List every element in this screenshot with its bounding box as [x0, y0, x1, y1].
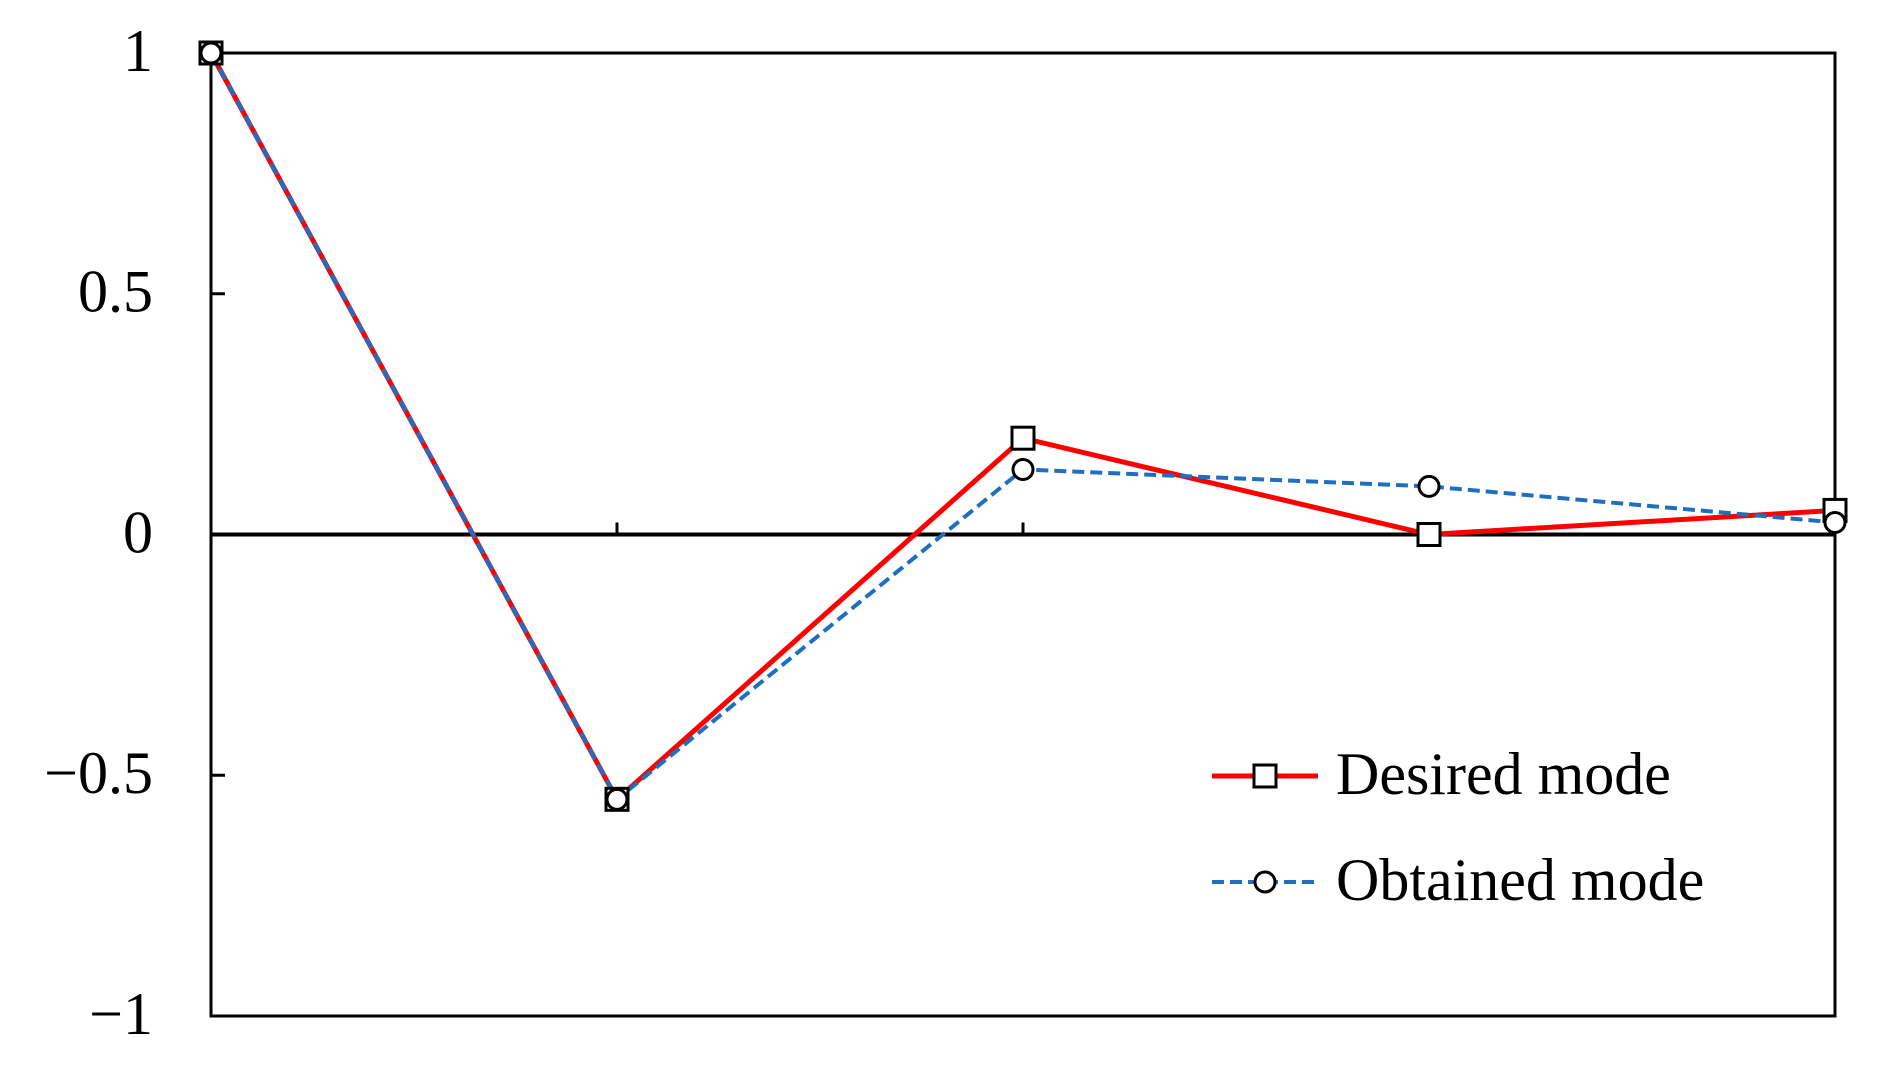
data-point [1416, 522, 1442, 547]
legend-label: Obtained mode [1336, 847, 1704, 913]
legend-marker [1253, 870, 1277, 894]
data-point [1823, 510, 1847, 534]
data-point [1011, 457, 1035, 481]
y-tick-label: 0 [123, 499, 153, 565]
y-tick-label: −0.5 [44, 740, 153, 806]
y-tick-label: 1 [123, 18, 153, 84]
data-point [605, 787, 629, 811]
data-point [1417, 474, 1441, 498]
legend-marker [1252, 763, 1278, 789]
legend-label: Desired mode [1336, 741, 1671, 807]
legend-entry: Desired mode [1212, 741, 1671, 807]
data-point [199, 41, 223, 65]
y-tick-label: 0.5 [78, 259, 153, 325]
data-point [1010, 425, 1036, 451]
y-tick-label: −1 [89, 981, 153, 1047]
legend-entry: Obtained mode [1212, 847, 1704, 913]
